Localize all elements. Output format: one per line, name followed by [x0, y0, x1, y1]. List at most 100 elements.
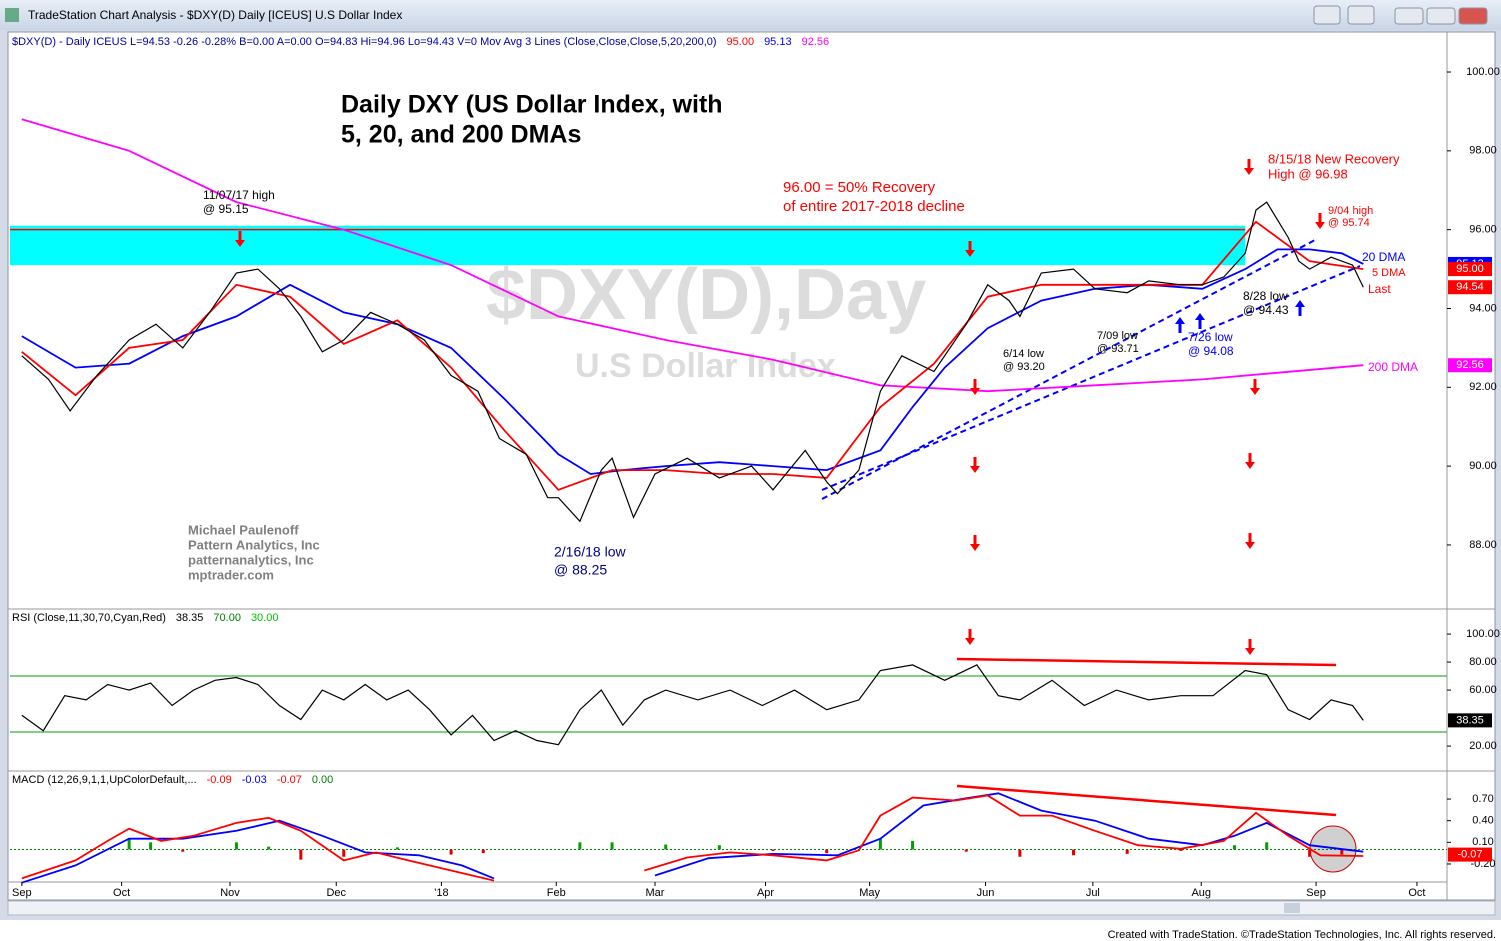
histogram-bar [878, 838, 882, 850]
histogram-bar [664, 844, 668, 850]
histogram-bar [299, 849, 303, 860]
y-tick-label: 88.00 [1469, 539, 1497, 551]
y-tick-label: 98.00 [1469, 145, 1497, 157]
annotation: 7/26 low [1188, 330, 1233, 344]
trend-line [821, 239, 1316, 500]
header-item: -0.03 [242, 774, 267, 786]
trend-line [821, 265, 1361, 491]
histogram-bar [481, 849, 485, 854]
histogram-bar [234, 842, 238, 850]
annotation: 96.00 = 50% Recovery [783, 179, 936, 196]
annotation: 2/16/18 low [554, 544, 626, 560]
annotation: 11/07/17 high [203, 188, 275, 202]
watermark: U.S Dollar Index [575, 347, 836, 385]
header-item: 38.35 [176, 612, 204, 624]
histogram-bar [717, 845, 721, 850]
histogram-bar [610, 842, 614, 850]
divergence-line [956, 657, 1337, 667]
histogram-bar [825, 849, 829, 854]
last-value-box [1448, 358, 1492, 373]
x-tick-label: Sep [12, 887, 32, 899]
divergence-line [956, 784, 1337, 817]
y-tick-label: 80.00 [1469, 656, 1497, 668]
annotation: @ 95.74 [1328, 217, 1370, 229]
last-value-label: 94.54 [1456, 281, 1484, 293]
footer: Created with TradeStation. ©TradeStation… [1108, 929, 1496, 941]
minimize-button[interactable] [1394, 7, 1424, 25]
header-item: $DXY(D) - Daily ICEUS L=94.53 -0.26 -0.2… [12, 36, 717, 48]
arrow [1245, 453, 1255, 469]
header-item: -0.07 [277, 774, 302, 786]
x-tick-label: Jun [977, 887, 995, 899]
header-item: -0.09 [207, 774, 232, 786]
series-line [21, 201, 1364, 523]
series-line [21, 794, 1364, 882]
histogram-bar [181, 849, 185, 852]
last-value-box [1448, 847, 1492, 862]
title-bar [0, 0, 1501, 30]
scrollbar[interactable] [7, 900, 1496, 916]
arrow [1250, 379, 1260, 395]
highlight-circle [1309, 825, 1357, 873]
indicator-button[interactable] [1347, 5, 1375, 25]
annotation: @ 95.15 [203, 202, 249, 216]
y-tick-label: 94.00 [1469, 302, 1497, 314]
last-value-label: 95.00 [1456, 263, 1484, 275]
annotation: @ 94.08 [1188, 344, 1234, 358]
header-item: 30.00 [251, 612, 279, 624]
annotation: @ 88.25 [554, 562, 607, 578]
x-tick-label: Feb [547, 887, 566, 899]
x-tick-label: Oct [113, 887, 130, 899]
x-tick-label: Sep [1306, 887, 1326, 899]
annotation: High @ 96.98 [1268, 166, 1348, 181]
x-tick-label: '18 [434, 887, 448, 899]
series-line [21, 220, 1364, 491]
y-tick-label: 0.70 [1472, 793, 1493, 805]
header-item: MACD (12,26,9,1,1,UpColorDefault,... [12, 774, 197, 786]
annotation: @ 93.71 [1097, 343, 1139, 355]
header-item: RSI (Close,11,30,70,Cyan,Red) [12, 612, 166, 624]
histogram-bar [1233, 845, 1237, 850]
x-tick-label: May [859, 887, 880, 899]
symbol-button[interactable] [1313, 5, 1341, 25]
watermark: $DXY(D),Day [486, 255, 926, 335]
arrow [970, 457, 980, 473]
annotation: mptrader.com [188, 567, 274, 582]
header-item: 70.00 [213, 612, 241, 624]
annotation: 6/14 low [1003, 348, 1044, 360]
arrow [1195, 313, 1205, 329]
maximize-button[interactable] [1426, 7, 1456, 25]
series-line [21, 792, 1364, 884]
header-item: 92.56 [802, 36, 830, 48]
histogram-bar [1308, 849, 1312, 857]
scroll-thumb[interactable] [1284, 903, 1300, 913]
annotation: Last [1368, 282, 1391, 296]
x-tick-label: Aug [1191, 887, 1211, 899]
x-tick-label: Apr [757, 887, 774, 899]
close-button[interactable] [1458, 7, 1488, 25]
y-tick-label: 0.10 [1472, 836, 1493, 848]
panel-header: RSI (Close,11,30,70,Cyan,Red) 38.35 70.00 3… [12, 612, 278, 624]
x-tick-label: Nov [220, 887, 240, 899]
app-icon [5, 8, 19, 22]
annotation: 8/28 low [1243, 289, 1288, 303]
arrow [970, 379, 980, 395]
histogram-bar [149, 842, 153, 850]
annotation: 8/15/18 New Recovery [1268, 151, 1400, 166]
panel-header: $DXY(D) - Daily ICEUS L=94.53 -0.26 -0.2… [12, 36, 829, 48]
histogram-bar [127, 839, 131, 850]
y-tick-label: 60.00 [1469, 684, 1497, 696]
resistance-zone [10, 225, 1246, 266]
window-title: TradeStation Chart Analysis - $DXY(D) Da… [28, 8, 402, 22]
x-tick-label: Jul [1086, 887, 1100, 899]
histogram-bar [267, 846, 271, 850]
histogram-bar [771, 849, 775, 851]
arrow [1245, 639, 1255, 655]
y-tick-label: 0.40 [1472, 815, 1493, 827]
y-tick-label: 100.00 [1466, 66, 1500, 78]
y-tick-label: 100.00 [1466, 628, 1500, 640]
arrow [965, 629, 975, 645]
arrow [1315, 213, 1325, 229]
histogram-bar [911, 840, 915, 850]
